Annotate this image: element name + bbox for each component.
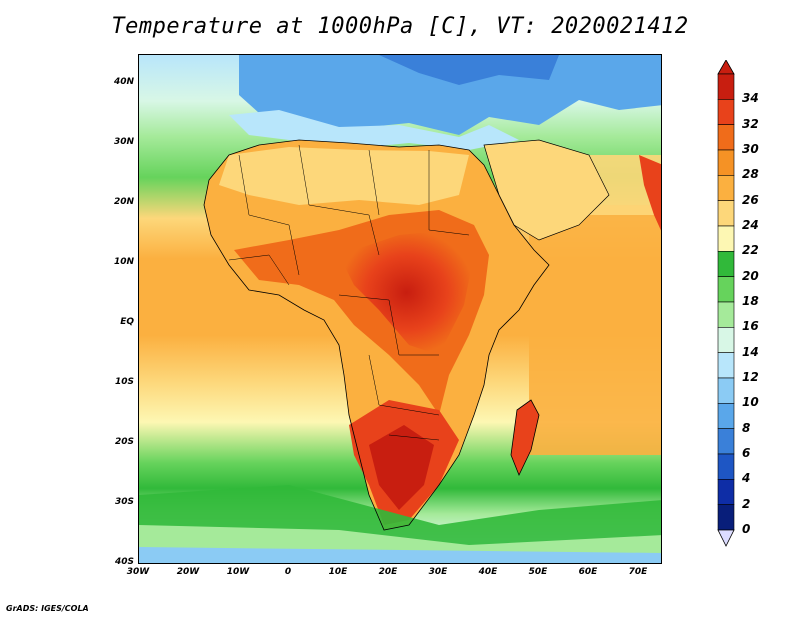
- lon-label-30w: 30W: [126, 567, 150, 577]
- lon-label-0: 0: [284, 567, 292, 577]
- colorbar-label: 24: [742, 218, 759, 232]
- lat-label-20s: 20S: [114, 437, 134, 447]
- colorbar-segment: [717, 99, 735, 125]
- colorbar-label: 18: [742, 294, 759, 308]
- colorbar-segment: [717, 327, 735, 353]
- chart-title: Temperature at 1000hPa [C], VT: 20200214…: [111, 14, 689, 39]
- colorbar-label: 34: [742, 91, 759, 106]
- colorbar-underflow-triangle: [717, 529, 735, 547]
- colorbar-label: 0: [742, 522, 751, 536]
- colorbar-label: 8: [742, 420, 751, 435]
- colorbar-label: 2: [742, 496, 751, 511]
- lon-label-20e: 20E: [378, 567, 398, 577]
- lat-label-10s: 10S: [114, 377, 134, 387]
- colorbar-label: 30: [742, 142, 759, 156]
- colorbar-segment: [717, 149, 735, 176]
- lat-label-40n: 40N: [113, 77, 134, 87]
- lat-label-10n: 10N: [113, 257, 134, 267]
- colorbar-segment: [717, 352, 735, 379]
- colorbar-label: 22: [742, 243, 759, 258]
- lon-label-60e: 60E: [578, 567, 598, 577]
- lon-label-10e: 10E: [328, 567, 348, 577]
- colorbar-segment: [717, 377, 735, 404]
- lat-label-20n: 20N: [113, 197, 134, 207]
- colorbar-label: 32: [742, 116, 759, 131]
- colorbar-segment: [717, 73, 735, 100]
- colorbar-overflow-triangle: [717, 60, 735, 75]
- colorbar-label: 12: [742, 370, 759, 384]
- colorbar-label: 28: [742, 167, 759, 182]
- colorbar-segment: [717, 301, 735, 328]
- lon-label-20w: 20W: [176, 567, 200, 577]
- central-africa-hot-core: [339, 230, 474, 355]
- temperature-field: [139, 55, 661, 563]
- europe-land: [239, 55, 661, 135]
- colorbar-segment: [717, 225, 735, 252]
- colorbar-segment: [717, 251, 735, 277]
- lon-label-30e: 30E: [428, 567, 448, 577]
- lat-label-30n: 30N: [113, 137, 134, 147]
- colorbar-label: 14: [742, 344, 759, 359]
- colorbar-segment: [717, 428, 735, 455]
- colorbar-segment: [717, 175, 735, 201]
- africa-coastline: [203, 139, 550, 531]
- colorbar-label: 20: [742, 268, 759, 283]
- colorbar-label: 16: [742, 319, 759, 334]
- colorbar-segment: [717, 124, 735, 151]
- colorbar-segment: [717, 276, 735, 303]
- colorbar-segment: [717, 453, 735, 480]
- indian-ocean-field: [529, 205, 661, 455]
- credit-text: GrADS: IGES/COLA: [6, 604, 89, 613]
- lon-label-50e: 50E: [528, 567, 548, 577]
- colorbar-segment: [717, 479, 735, 505]
- lat-label-40s: 40S: [114, 557, 134, 567]
- lat-label-30s: 30S: [114, 497, 134, 507]
- lon-label-70e: 70E: [628, 567, 648, 577]
- lon-label-10w: 10W: [226, 567, 250, 577]
- colorbar: [717, 60, 735, 547]
- lat-label-eq: EQ: [120, 317, 134, 327]
- colorbar-segment: [717, 403, 735, 429]
- colorbar-segment: [717, 504, 735, 531]
- lon-label-40e: 40E: [478, 567, 498, 577]
- madagascar-land: [511, 400, 539, 475]
- colorbar-label: 4: [742, 471, 751, 486]
- temperature-map: [138, 54, 662, 564]
- colorbar-segment: [717, 200, 735, 227]
- colorbar-label: 6: [742, 446, 751, 460]
- india-land: [639, 155, 661, 231]
- colorbar-label: 26: [742, 192, 759, 207]
- colorbar-label: 10: [742, 395, 759, 410]
- arabia-land: [484, 140, 609, 240]
- country-borders: [228, 144, 470, 441]
